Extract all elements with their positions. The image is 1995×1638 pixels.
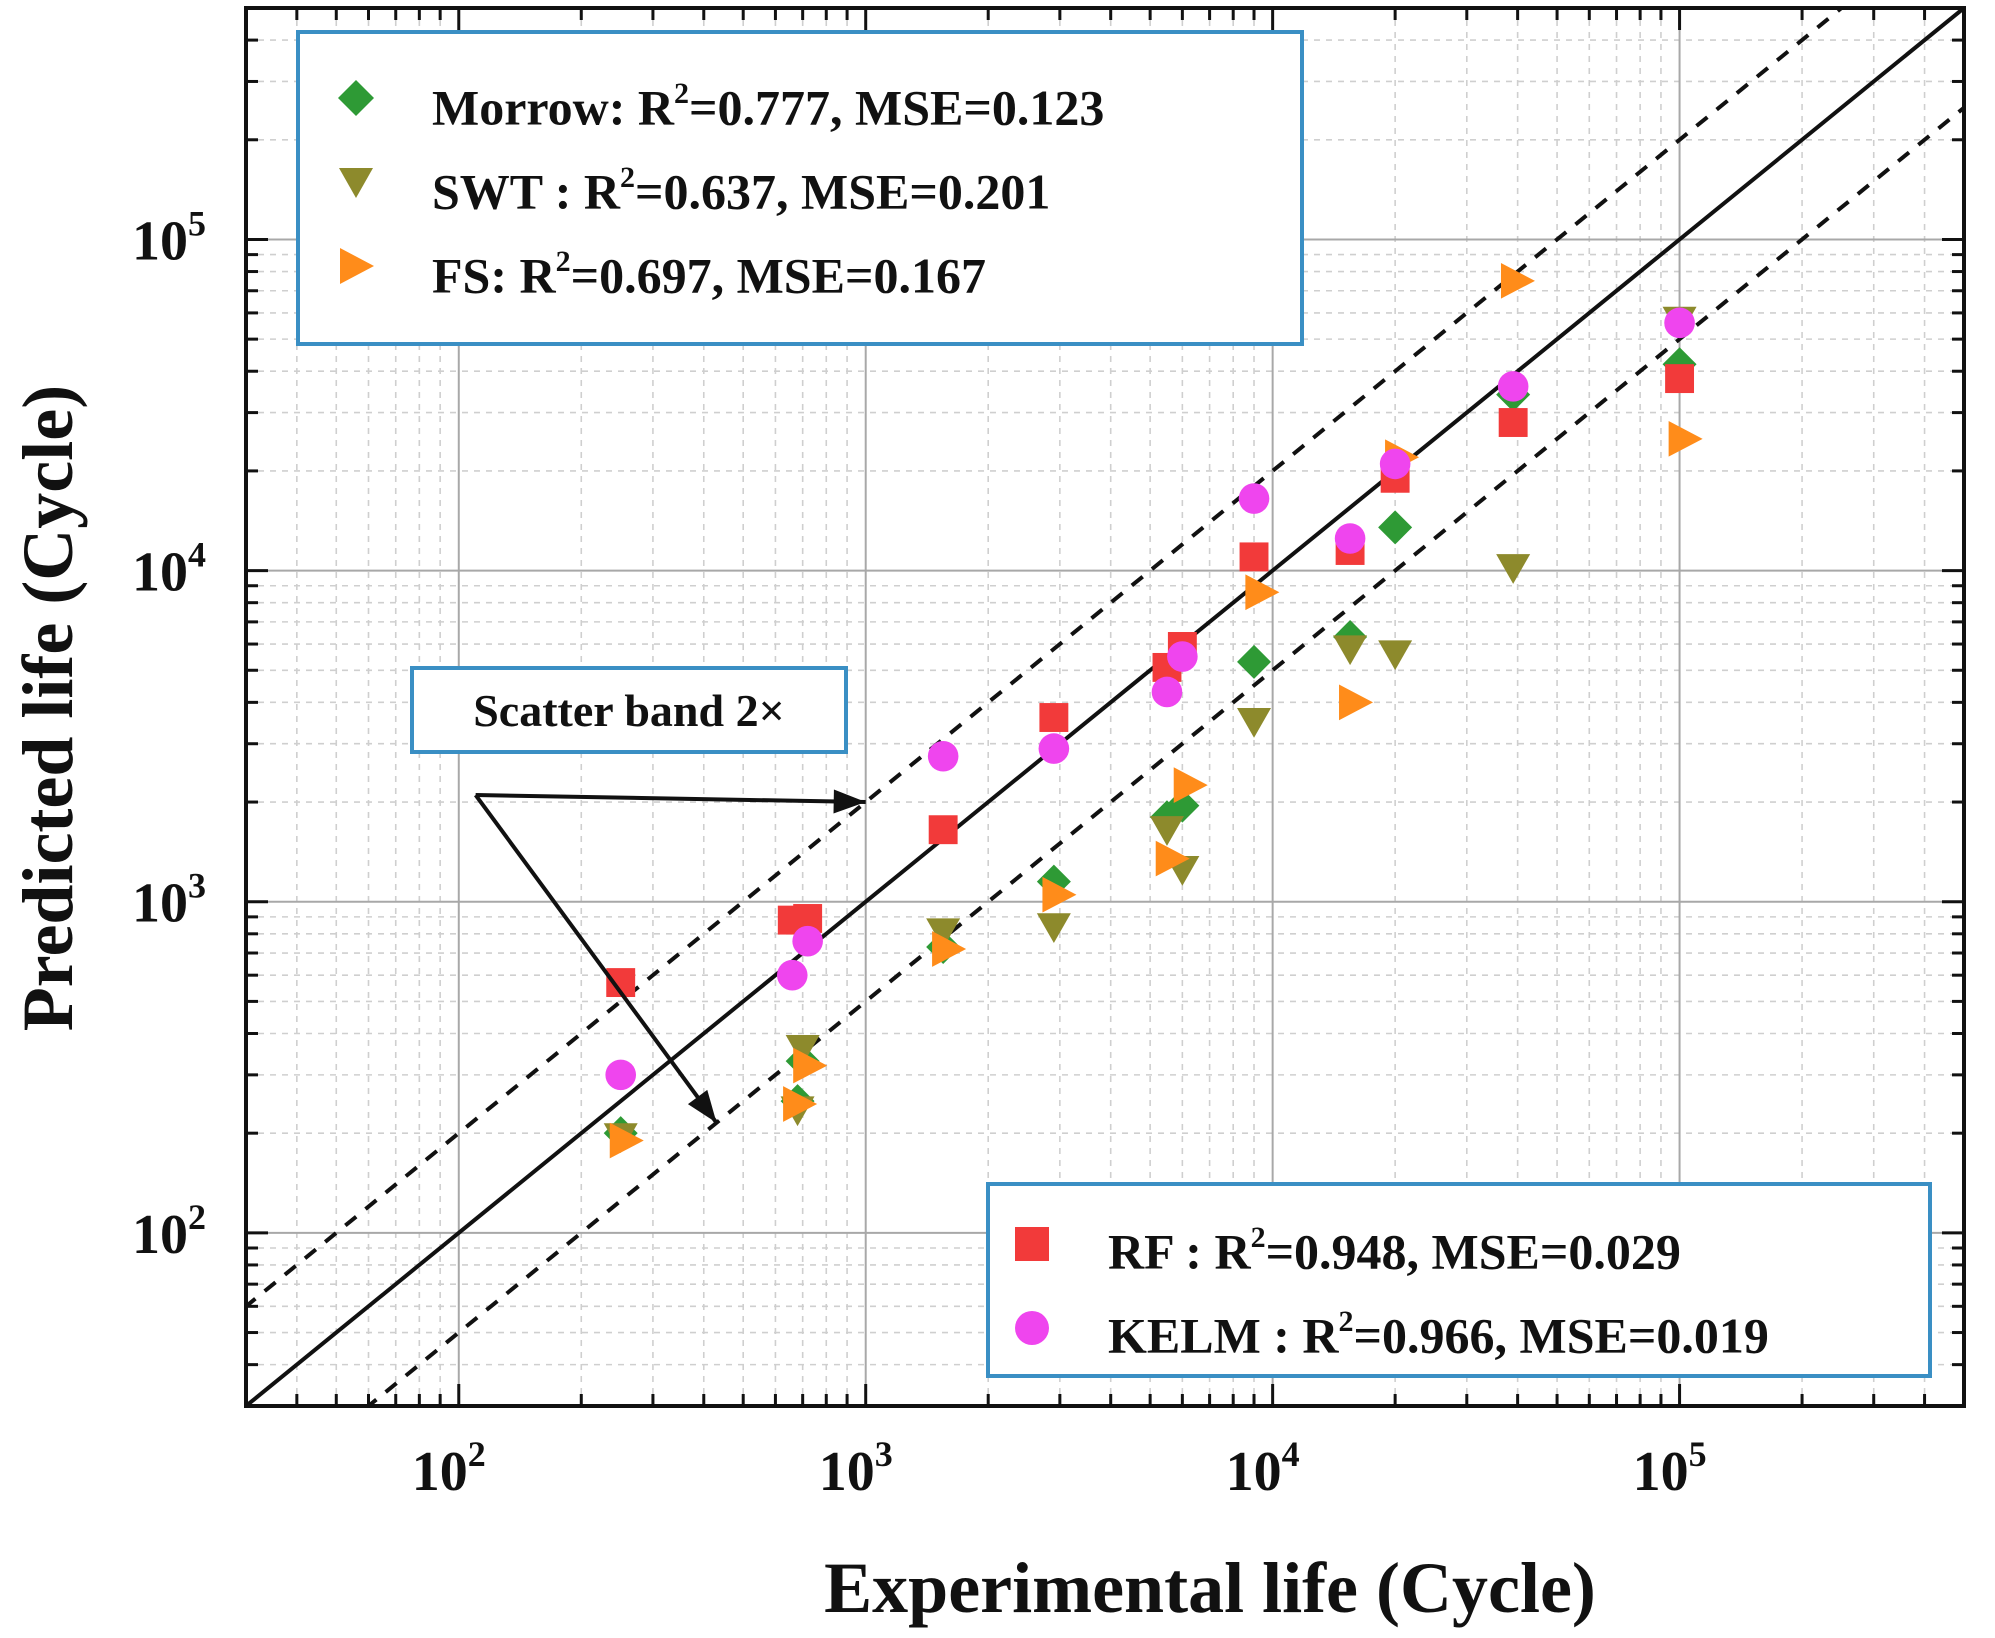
x-tick-label: 102 — [412, 1434, 486, 1503]
swt-point — [1149, 816, 1184, 846]
swt-point — [1036, 913, 1071, 943]
y-tick-label: 102 — [132, 1197, 206, 1266]
rf-point — [928, 815, 958, 845]
kelm-point — [1038, 733, 1070, 764]
kelm-point — [927, 740, 959, 772]
x-tick-label: 104 — [1226, 1434, 1300, 1503]
plot-frame — [244, 6, 1966, 1408]
annotation-arrow-line — [474, 793, 719, 1124]
kelm-point — [1334, 523, 1366, 554]
swt-point — [1333, 635, 1368, 666]
swt-point — [1237, 707, 1272, 738]
kelm-point — [792, 925, 823, 957]
data-points — [603, 262, 1703, 1159]
swt-point — [785, 1035, 820, 1065]
swt-point — [926, 918, 961, 949]
kelm-point — [1497, 371, 1529, 402]
kelm-point — [1238, 483, 1270, 514]
fs-point — [1245, 574, 1280, 611]
reference-lines — [246, 8, 1964, 1406]
rf-point — [1665, 364, 1695, 394]
kelm-point — [1379, 448, 1411, 480]
legend-label-kelm: KELM : R2=0.966, MSE=0.019 — [1108, 1305, 1769, 1364]
legend-label-rf: RF : R2=0.948, MSE=0.029 — [1108, 1221, 1681, 1280]
fs-point — [793, 1047, 828, 1084]
scatter-band-callout: Scatter band 2× — [410, 666, 848, 754]
fs-point — [609, 1122, 644, 1159]
morrow-point — [1378, 510, 1413, 545]
fs-point — [1155, 840, 1190, 877]
x-axis-label: Experimental life (Cycle) — [824, 1548, 1596, 1628]
perfect-prediction-line — [246, 8, 1964, 1406]
upper-scatter-band-line — [246, 8, 1845, 1309]
annotation-arrow-line — [475, 793, 866, 805]
lower-scatter-band-line — [365, 105, 1964, 1406]
y-axis-label: Predicted life (Cycle) — [8, 385, 88, 1031]
legend-marker-square — [1015, 1227, 1049, 1261]
fs-point — [932, 931, 967, 967]
swt-point — [1496, 554, 1531, 584]
rf-point — [1239, 542, 1269, 572]
x-tick-label: 103 — [819, 1434, 893, 1503]
tick-labels: 102 103 104 105 102 103 104 105 — [132, 203, 1707, 1503]
fs-point — [1042, 876, 1077, 913]
legend-label-morrow: Morrow: R2=0.777, MSE=0.123 — [432, 77, 1105, 136]
annotation-arrow-head — [687, 1089, 717, 1123]
y-tick-label: 103 — [132, 866, 206, 935]
morrow-point — [1237, 644, 1272, 679]
fs-point — [1500, 262, 1535, 299]
swt-point — [1378, 640, 1413, 671]
legend-marker-triangle-right — [340, 248, 374, 284]
kelm-point — [1151, 676, 1183, 708]
annotation-arrows — [474, 789, 866, 1124]
fs-point — [783, 1086, 818, 1122]
y-tick-label: 104 — [132, 535, 206, 604]
rf-point — [1498, 408, 1528, 437]
kelm-point — [1664, 307, 1695, 339]
legend-bottom: RF : R2=0.948, MSE=0.029 KELM : R2=0.966… — [986, 1182, 1932, 1378]
kelm-point — [1167, 641, 1198, 672]
legend-marker-circle — [1015, 1311, 1049, 1345]
fs-point — [1339, 684, 1374, 721]
fs-point — [1668, 420, 1703, 457]
legend-top: Morrow: R2=0.777, MSE=0.123 SWT : R2=0.6… — [296, 30, 1304, 346]
legend-label-swt: SWT : R2=0.637, MSE=0.201 — [432, 161, 1051, 220]
rf-point — [1039, 703, 1069, 732]
y-tick-label: 105 — [132, 203, 206, 272]
x-tick-label: 105 — [1633, 1434, 1707, 1503]
fs-point — [1173, 767, 1208, 803]
legend-label-fs: FS: R2=0.697, MSE=0.167 — [432, 245, 986, 304]
kelm-point — [605, 1059, 637, 1091]
annotation-arrow-head — [833, 789, 866, 814]
kelm-point — [776, 959, 808, 991]
legend-marker-diamond — [338, 80, 374, 116]
legend-marker-triangle-down — [339, 168, 373, 198]
